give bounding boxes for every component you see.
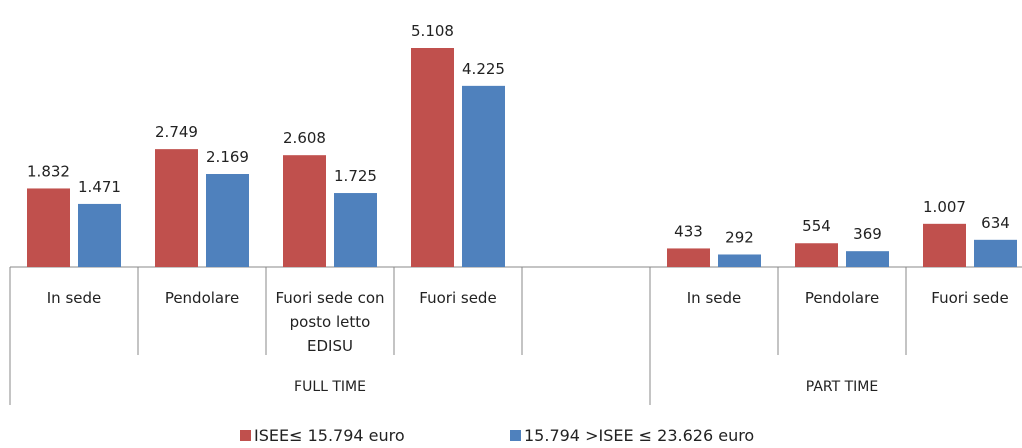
bar [795, 243, 838, 267]
data-label: 2.169 [206, 148, 249, 166]
bar [974, 239, 1017, 267]
legend-item: ISEE≤ 15.794 euro [240, 426, 405, 445]
legend-label: 15.794 >ISEE ≤ 23.626 euro [524, 426, 755, 445]
bar [78, 203, 121, 267]
bar [155, 149, 198, 267]
data-label: 2.749 [155, 123, 198, 141]
data-label: 5.108 [411, 22, 454, 40]
bar [718, 254, 761, 267]
category-label: Pendolare [164, 289, 240, 307]
group-label: PART TIME [805, 379, 879, 395]
category-label: Fuori sede [419, 289, 497, 307]
bar [846, 251, 889, 267]
legend-item: 15.794 >ISEE ≤ 23.626 euro [510, 426, 754, 445]
data-label: 554 [802, 217, 831, 235]
category-label: Pendolare [804, 289, 880, 307]
data-label: 2.608 [283, 129, 326, 147]
data-label: 292 [725, 228, 754, 246]
bar [283, 155, 326, 267]
data-label: 4.225 [462, 60, 505, 78]
bar [462, 85, 505, 268]
data-label: 1.471 [78, 178, 121, 196]
bar [334, 193, 377, 267]
data-label: 433 [674, 222, 703, 240]
legend-label: ISEE≤ 15.794 euro [254, 426, 405, 445]
category-label: Fuori sede [931, 289, 1009, 307]
data-label: 1.832 [27, 162, 70, 180]
category-label: In sede [686, 289, 742, 307]
data-label: 369 [853, 225, 882, 243]
legend-swatch [510, 430, 521, 441]
bar [923, 223, 966, 267]
group-label: FULL TIME [294, 379, 366, 395]
data-label: 634 [981, 214, 1010, 232]
data-label: 1.725 [334, 167, 377, 185]
legend-swatch [240, 430, 251, 441]
bar [27, 188, 70, 267]
bar [667, 248, 710, 267]
category-label: Fuori sede con posto letto EDISU [275, 289, 385, 355]
bar [411, 48, 454, 267]
bar [206, 174, 249, 267]
data-label: 1.007 [923, 198, 966, 216]
category-label: In sede [46, 289, 102, 307]
